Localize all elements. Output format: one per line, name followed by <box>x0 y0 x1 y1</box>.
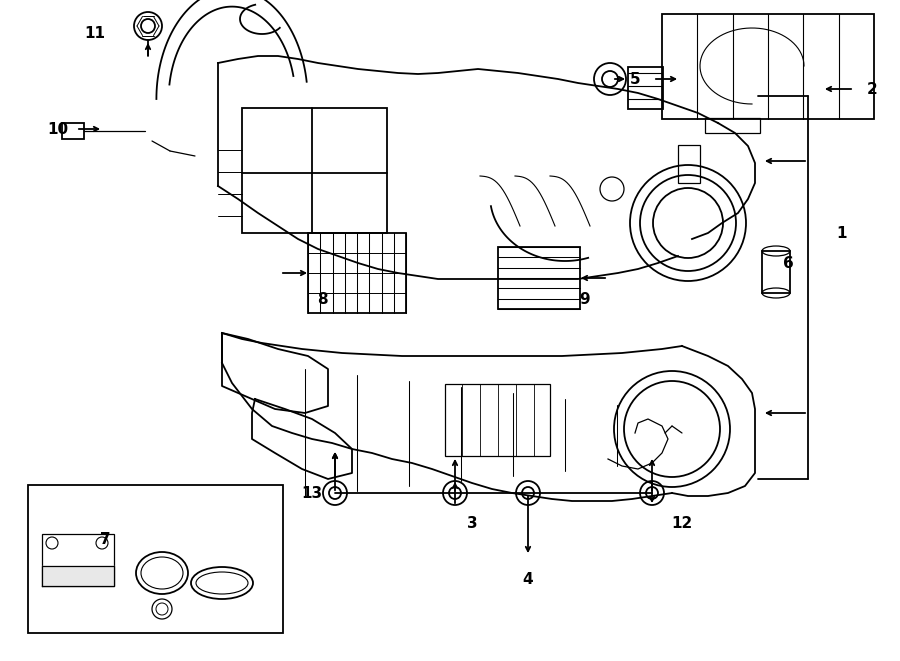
Text: 6: 6 <box>783 256 794 270</box>
Text: 5: 5 <box>630 71 640 87</box>
Text: 10: 10 <box>48 122 68 137</box>
Text: 3: 3 <box>467 516 477 531</box>
Bar <box>242 108 387 233</box>
Bar <box>445 384 550 456</box>
Bar <box>42 534 114 586</box>
Bar <box>662 14 874 119</box>
Text: 9: 9 <box>580 292 590 307</box>
Text: 7: 7 <box>100 531 111 547</box>
Bar <box>705 118 760 133</box>
Text: 13: 13 <box>302 485 322 500</box>
Bar <box>678 145 700 183</box>
Bar <box>762 251 790 293</box>
Bar <box>28 485 283 633</box>
Bar <box>628 67 663 109</box>
Bar <box>308 233 406 313</box>
Text: 8: 8 <box>317 292 328 307</box>
Bar <box>62 123 84 139</box>
Text: 4: 4 <box>523 572 534 586</box>
Text: 11: 11 <box>85 26 105 40</box>
Text: 2: 2 <box>867 81 877 97</box>
Text: 1: 1 <box>837 225 847 241</box>
Bar <box>498 247 580 309</box>
Text: 12: 12 <box>671 516 693 531</box>
Polygon shape <box>42 566 114 586</box>
